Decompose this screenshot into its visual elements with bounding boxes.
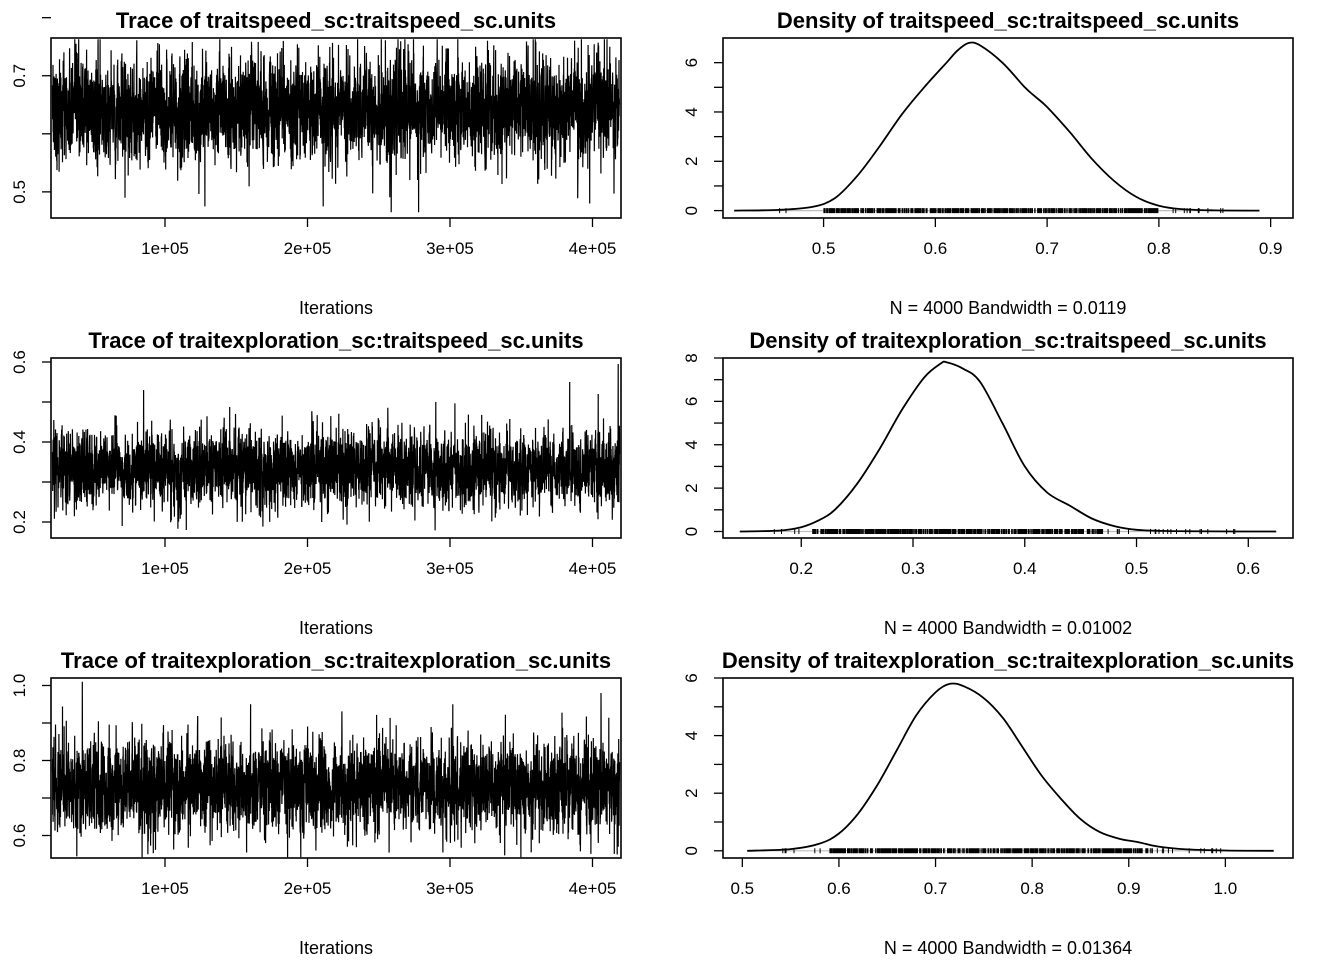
- x-tick-label: 0.2: [789, 559, 813, 578]
- panel-density-traitspeed: Density of traitspeed_sc:traitspeed_sc.u…: [682, 8, 1294, 318]
- panel-trace-traitspeed: Trace of traitspeed_sc:traitspeed_sc.uni…: [10, 8, 622, 318]
- x-tick-label: 0.6: [827, 879, 851, 898]
- y-tick-label: 2: [682, 157, 701, 166]
- x-tick-label: 0.8: [1020, 879, 1044, 898]
- y-tick-label: 6: [682, 673, 701, 682]
- x-tick-label: 0.9: [1259, 239, 1283, 258]
- plot-area: 0.2 0.3 0.4 0.5 0.6 0 2 4 6 8: [682, 353, 1294, 578]
- x-tick-label: 4e+05: [569, 559, 617, 578]
- plot-frame: [722, 357, 1294, 539]
- y-tick-label: 6: [682, 397, 701, 406]
- x-tick-label: 4e+05: [569, 239, 617, 258]
- panel-title: Density of traitspeed_sc:traitspeed_sc.u…: [777, 8, 1239, 33]
- y-tick-label: 2: [682, 788, 701, 797]
- rug-marks: [773, 529, 1236, 534]
- plot-frame: [50, 357, 622, 539]
- plot-area: 1e+05 2e+05 3e+05 4e+05 0.2 0.4 0.6: [10, 350, 622, 578]
- panel-trace-exploration-speed: Trace of traitexploration_sc:traitspeed_…: [10, 328, 622, 638]
- trace-line: [51, 363, 621, 531]
- x-tick-label: 3e+05: [426, 559, 474, 578]
- trace-line: [51, 39, 621, 213]
- y-tick-label: 4: [682, 731, 701, 740]
- plot-area: 0.5 0.6 0.7 0.8 0.9 1.0 0 2 4 6: [682, 673, 1294, 898]
- plot-frame: [722, 37, 1294, 219]
- plot-area: 0.5 0.6 0.7 0.8 0.9 0 2 4 6: [682, 37, 1294, 258]
- y-tick-label: 6: [682, 58, 701, 67]
- x-tick-label: 2e+05: [284, 239, 332, 258]
- panel-title: Density of traitexploration_sc:traitspee…: [749, 328, 1266, 353]
- y-tick-label: 2: [682, 483, 701, 492]
- x-tick-label: 2e+05: [284, 559, 332, 578]
- x-tick-label: 1e+05: [141, 559, 189, 578]
- panel-title: Density of traitexploration_sc:traitexpl…: [722, 648, 1294, 673]
- y-tick-label: 0.5: [10, 180, 29, 204]
- x-tick-label: 4e+05: [569, 879, 617, 898]
- panel-title: Trace of traitexploration_sc:traitexplor…: [61, 648, 611, 673]
- y-tick-label: 0: [682, 206, 701, 215]
- plot-frame: [50, 677, 622, 859]
- panel-density-exploration-exploration: Density of traitexploration_sc:traitexpl…: [682, 648, 1294, 958]
- x-axis-label: Iterations: [299, 938, 373, 958]
- x-tick-label: 3e+05: [426, 879, 474, 898]
- x-tick-label: 0.3: [901, 559, 925, 578]
- x-tick-label: 1e+05: [141, 239, 189, 258]
- plot-area: 1e+05 2e+05 3e+05 4e+05 0.5 0.7: [10, 17, 622, 258]
- y-tick-label: 0: [682, 527, 701, 536]
- rug-marks: [782, 848, 1222, 854]
- y-tick-label: 4: [682, 440, 701, 449]
- plot-frame: [722, 677, 1294, 859]
- plot-frame: [50, 37, 622, 219]
- x-tick-label: 0.5: [731, 879, 755, 898]
- x-tick-label: 1.0: [1214, 879, 1238, 898]
- x-axis-label: N = 4000 Bandwidth = 0.0119: [890, 298, 1127, 318]
- y-tick-label: 0.7: [10, 64, 29, 88]
- y-tick-label: 0.2: [10, 510, 29, 534]
- panel-title: Trace of traitspeed_sc:traitspeed_sc.uni…: [116, 8, 556, 33]
- x-tick-label: 2e+05: [284, 879, 332, 898]
- x-tick-label: 0.5: [1125, 559, 1149, 578]
- x-tick-label: 0.9: [1117, 879, 1141, 898]
- y-tick-label: 0.4: [10, 430, 29, 454]
- x-tick-label: 0.6: [924, 239, 948, 258]
- x-tick-label: 0.8: [1147, 239, 1171, 258]
- panel-density-exploration-speed: Density of traitexploration_sc:traitspee…: [682, 328, 1294, 638]
- density-curve: [739, 360, 1277, 533]
- y-tick-label: 0.8: [10, 749, 29, 773]
- x-tick-label: 0.4: [1013, 559, 1037, 578]
- x-axis-label: N = 4000 Bandwidth = 0.01364: [884, 938, 1132, 958]
- y-tick-label: 1.0: [10, 674, 29, 698]
- rug-marks: [779, 208, 1224, 214]
- x-axis-label: Iterations: [299, 618, 373, 638]
- x-tick-label: 1e+05: [141, 879, 189, 898]
- plot-area: 1e+05 2e+05 3e+05 4e+05 0.6 0.8 1.0: [10, 674, 622, 898]
- x-tick-label: 0.5: [812, 239, 836, 258]
- x-tick-label: 0.6: [1236, 559, 1260, 578]
- x-tick-label: 3e+05: [426, 239, 474, 258]
- panel-title: Trace of traitexploration_sc:traitspeed_…: [88, 328, 583, 353]
- x-axis-label: N = 4000 Bandwidth = 0.01002: [884, 618, 1132, 638]
- density-curve: [747, 682, 1274, 852]
- x-tick-label: 0.7: [1035, 239, 1059, 258]
- y-tick-label: 0: [682, 846, 701, 855]
- y-tick-label: 0.6: [10, 824, 29, 848]
- y-tick-label: 4: [682, 107, 701, 116]
- panel-trace-exploration-exploration: Trace of traitexploration_sc:traitexplor…: [10, 648, 622, 958]
- x-tick-label: 0.7: [924, 879, 948, 898]
- x-axis-label: Iterations: [299, 298, 373, 318]
- trace-line: [51, 681, 621, 858]
- density-curve: [734, 41, 1260, 212]
- y-tick-label: 8: [682, 353, 701, 362]
- y-tick-label: 0.6: [10, 350, 29, 374]
